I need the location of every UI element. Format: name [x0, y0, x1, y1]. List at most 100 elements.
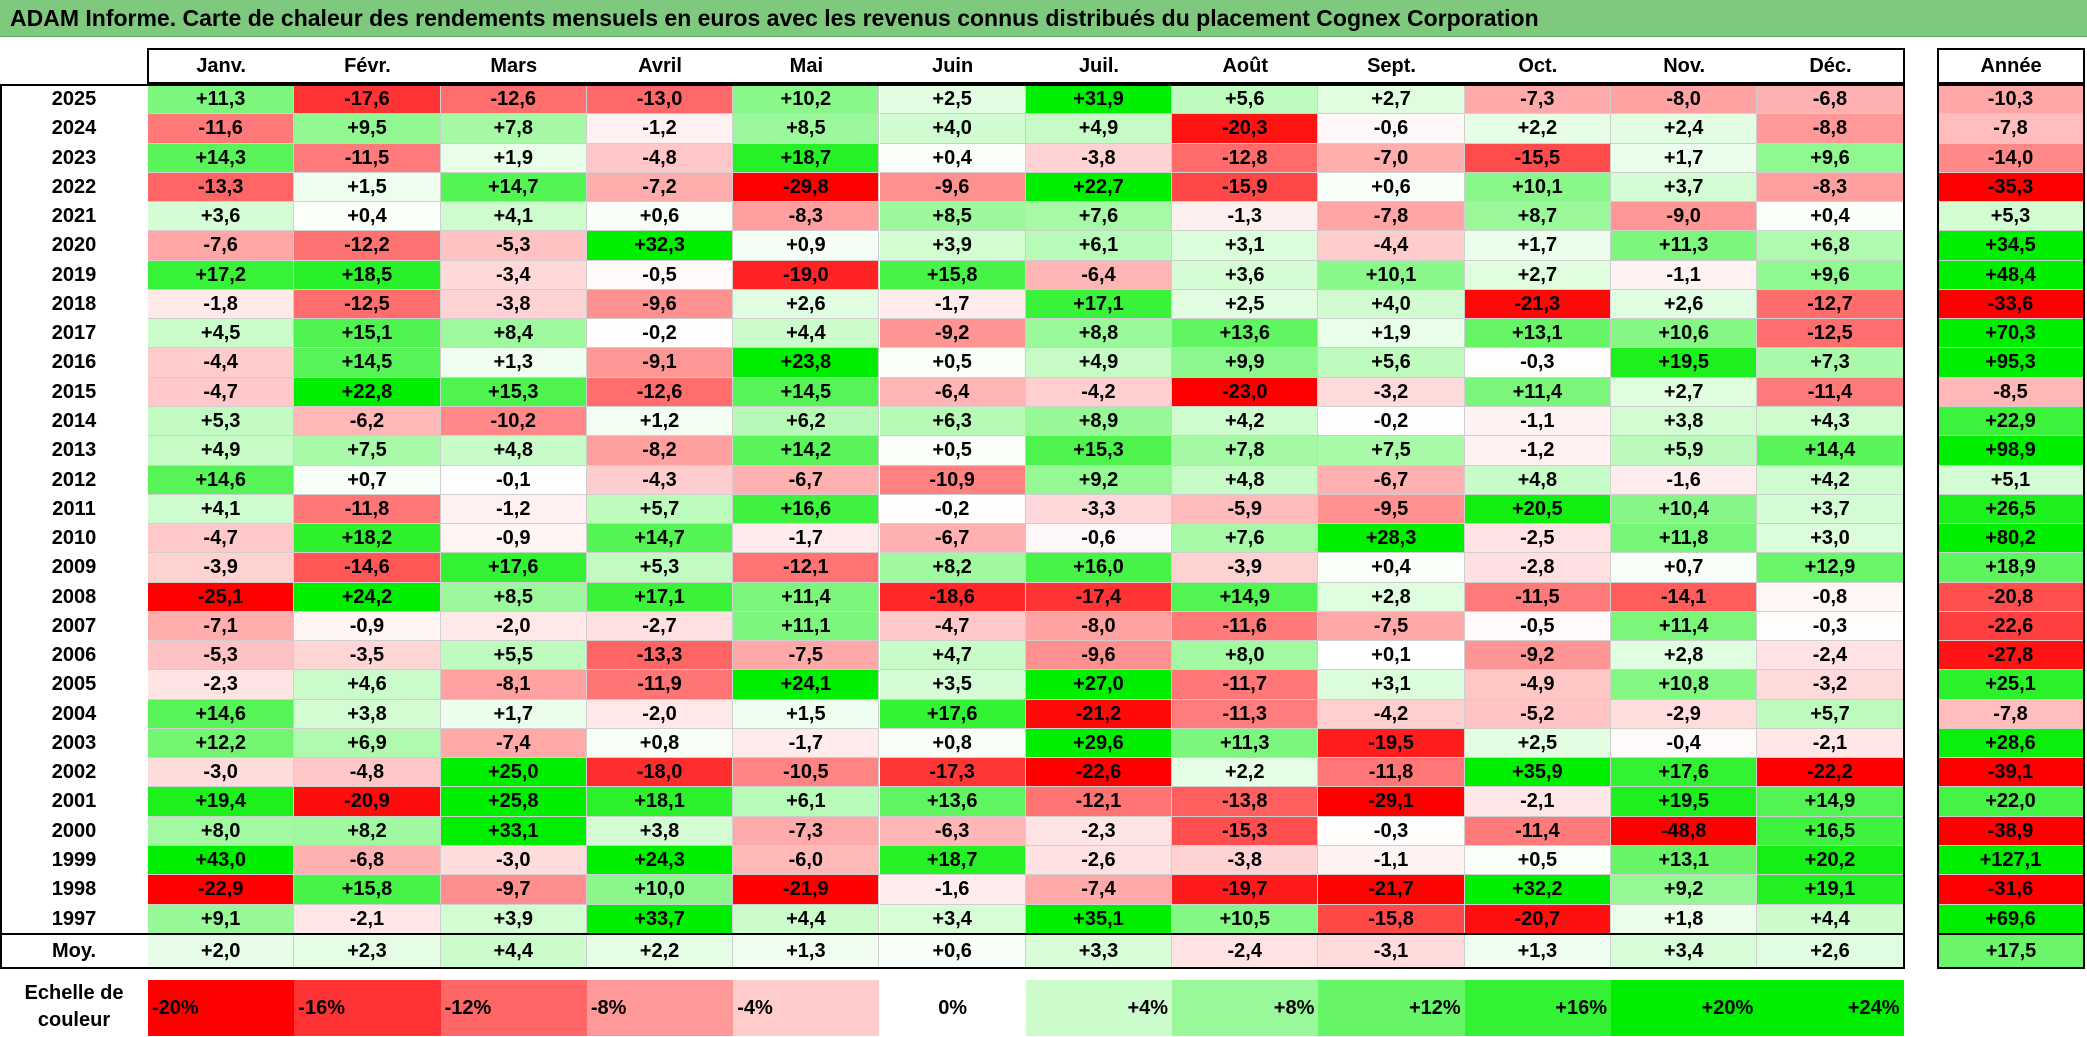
heatmap-cell: +32,3 [586, 231, 734, 261]
heatmap-cell: +3,5 [879, 670, 1026, 700]
heatmap-cell: +2,2 [1172, 758, 1319, 788]
heatmap-cell: +0,6 [1318, 172, 1465, 203]
heatmap-cell: +9,1 [148, 904, 295, 934]
heatmap-cell: +3,1 [1318, 670, 1465, 700]
heatmap-cell: -12,6 [586, 377, 734, 407]
heatmap-cell: +14,9 [1757, 787, 1904, 817]
heatmap-cell: +3,6 [148, 202, 295, 232]
heatmap-cell: +10,5 [1172, 904, 1319, 934]
heatmap-cell: -6,7 [879, 524, 1026, 554]
heatmap-cell: -11,7 [1172, 670, 1319, 700]
heatmap-cell: +4,8 [1172, 465, 1319, 495]
heatmap-cell: +17,2 [148, 260, 295, 290]
heatmap-cell: -2,1 [1757, 728, 1904, 759]
heatmap-cell: +2,7 [1464, 260, 1611, 290]
heatmap-cell: +27,0 [1025, 670, 1173, 700]
color-scale-step: -12% [440, 980, 587, 1036]
average-cell: -3,1 [1318, 934, 1465, 968]
chart-title: ADAM Informe. Carte de chaleur des rende… [10, 5, 1539, 31]
heatmap-cell: +7,5 [294, 436, 441, 466]
heatmap-cell: +4,4 [733, 319, 880, 349]
heatmap-cell: +10,6 [1611, 319, 1758, 349]
heatmap-cell: -3,3 [1025, 494, 1173, 525]
heatmap-cell: +7,3 [1757, 348, 1904, 378]
heatmap-cell: -7,1 [148, 611, 295, 642]
heatmap-cell: +4,9 [148, 436, 295, 466]
annual-cell: +28,6 [1938, 728, 2084, 759]
heatmap-cell: -2,3 [1025, 816, 1173, 847]
heatmap-cell: +5,7 [1757, 699, 1904, 729]
heatmap-cell: -4,7 [879, 611, 1026, 642]
row-label-year: 2000 [51, 819, 97, 842]
heatmap-cell: -0,2 [586, 319, 734, 349]
heatmap-cell: +10,1 [1464, 172, 1611, 203]
heatmap-cell: +4,2 [1172, 406, 1319, 437]
heatmap-cell: +2,6 [733, 289, 880, 320]
average-cell: +3,3 [1025, 934, 1173, 968]
heatmap-cell: -6,4 [1025, 260, 1173, 290]
heatmap-cell: +1,9 [1318, 319, 1465, 349]
heatmap-cell: -4,8 [294, 758, 441, 788]
heatmap-cell: +1,8 [1611, 904, 1758, 934]
heatmap-cell: +11,3 [1611, 231, 1758, 261]
average-cell: -2,4 [1172, 934, 1319, 968]
heatmap-cell: +11,3 [148, 85, 295, 115]
heatmap-cell: +20,5 [1464, 494, 1611, 525]
heatmap-cell: +0,4 [294, 202, 441, 232]
heatmap-cell: -12,5 [1757, 319, 1904, 349]
heatmap-cell: +16,0 [1025, 553, 1173, 583]
heatmap-cell: +17,6 [440, 553, 587, 583]
heatmap-cell: +3,9 [440, 904, 587, 934]
heatmap-cell: +14,9 [1172, 582, 1319, 612]
heatmap-cell: -0,2 [879, 494, 1026, 525]
heatmap-cell: +0,5 [879, 436, 1026, 466]
row-label-year: 2011 [52, 497, 96, 520]
heatmap-cell: -0,5 [1464, 611, 1611, 642]
heatmap-cell: +19,5 [1611, 348, 1758, 378]
average-separator [0, 933, 1905, 935]
column-header: Août [1222, 55, 1269, 77]
heatmap-cell: +8,8 [1025, 319, 1173, 349]
heatmap-cell: -2,5 [1464, 524, 1611, 554]
color-scale-step: -4% [733, 980, 880, 1036]
heatmap-cell: -5,2 [1464, 699, 1611, 729]
heatmap-cell: +3,6 [1172, 260, 1319, 290]
color-scale-step: 0% [879, 980, 1026, 1036]
row-label-year: 2017 [51, 322, 97, 345]
heatmap-cell: +8,7 [1464, 202, 1611, 232]
heatmap-cell: -11,4 [1464, 816, 1611, 847]
annual-cell: +22,9 [1938, 406, 2084, 437]
heatmap-cell: +1,7 [440, 699, 587, 729]
heatmap-cell: -6,8 [1757, 85, 1904, 115]
heatmap-cell: -3,9 [1172, 553, 1319, 583]
heatmap-cell: +0,8 [879, 728, 1026, 759]
heatmap-cell: +4,9 [1025, 114, 1173, 144]
annual-cell: +95,3 [1938, 348, 2084, 378]
heatmap-cell: +6,1 [733, 787, 880, 817]
heatmap-cell: -1,8 [148, 289, 295, 320]
heatmap-cell: -29,1 [1318, 787, 1465, 817]
heatmap-cell: +11,4 [733, 582, 880, 612]
heatmap-cell: -48,8 [1611, 816, 1758, 847]
heatmap-cell: -4,7 [148, 377, 295, 407]
heatmap-cell: +11,3 [1172, 728, 1319, 759]
annual-cell: -22,6 [1938, 611, 2084, 642]
heatmap-cell: -1,7 [733, 524, 880, 554]
heatmap-cell: -0,1 [440, 465, 587, 495]
heatmap-cell: +19,5 [1611, 787, 1758, 817]
average-cell: +0,6 [879, 934, 1026, 968]
heatmap-cell: +13,6 [879, 787, 1026, 817]
heatmap-cell: -3,8 [440, 289, 587, 320]
annual-cell: +69,6 [1938, 904, 2084, 934]
heatmap-cell: +8,0 [1172, 641, 1319, 671]
heatmap-cell: +2,7 [1611, 377, 1758, 407]
heatmap-cell: -4,9 [1464, 670, 1611, 700]
heatmap-cell: -3,2 [1318, 377, 1465, 407]
annual-cell: -14,0 [1938, 143, 2084, 173]
heatmap-cell: -4,3 [586, 465, 734, 495]
heatmap-cell: -20,7 [1464, 904, 1611, 934]
row-label-year: 2021 [51, 205, 97, 228]
heatmap-cell: -9,7 [440, 875, 587, 905]
color-scale-step: -16% [294, 980, 441, 1036]
average-cell: +2,3 [294, 934, 441, 968]
